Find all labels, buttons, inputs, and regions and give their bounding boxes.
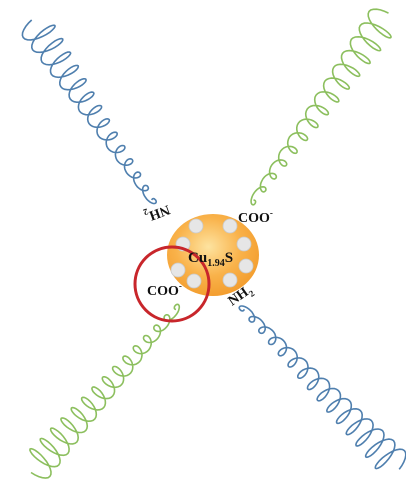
label-base: Cu — [188, 250, 207, 266]
pore — [238, 258, 254, 274]
pore — [188, 218, 204, 234]
label-tail: S — [225, 250, 233, 266]
ligand-chain — [29, 303, 181, 479]
label-superscript: - — [270, 208, 273, 218]
pore — [222, 272, 238, 288]
ligand-label: NH2 — [142, 199, 172, 224]
ligand-chain — [238, 305, 406, 470]
ligand-chain — [250, 8, 392, 206]
ligand-chain — [21, 19, 158, 205]
highlight-circle — [133, 245, 211, 323]
label-subscript: 1.94 — [207, 258, 225, 269]
label-subscript: 2 — [247, 288, 257, 299]
pore — [236, 236, 252, 252]
label-base: COO — [238, 211, 270, 226]
pore — [186, 273, 202, 289]
ligand-chains — [21, 8, 406, 479]
label-subscript: 2 — [142, 207, 150, 218]
label-base: COO — [147, 284, 179, 299]
particle-label: Cu1.94S — [188, 250, 233, 269]
ligand-label: COO- — [238, 208, 273, 226]
pore — [170, 262, 186, 278]
label-superscript: - — [179, 281, 182, 291]
ligand-label: COO- — [147, 281, 182, 299]
label-base: NH — [147, 201, 172, 222]
pore — [222, 218, 238, 234]
